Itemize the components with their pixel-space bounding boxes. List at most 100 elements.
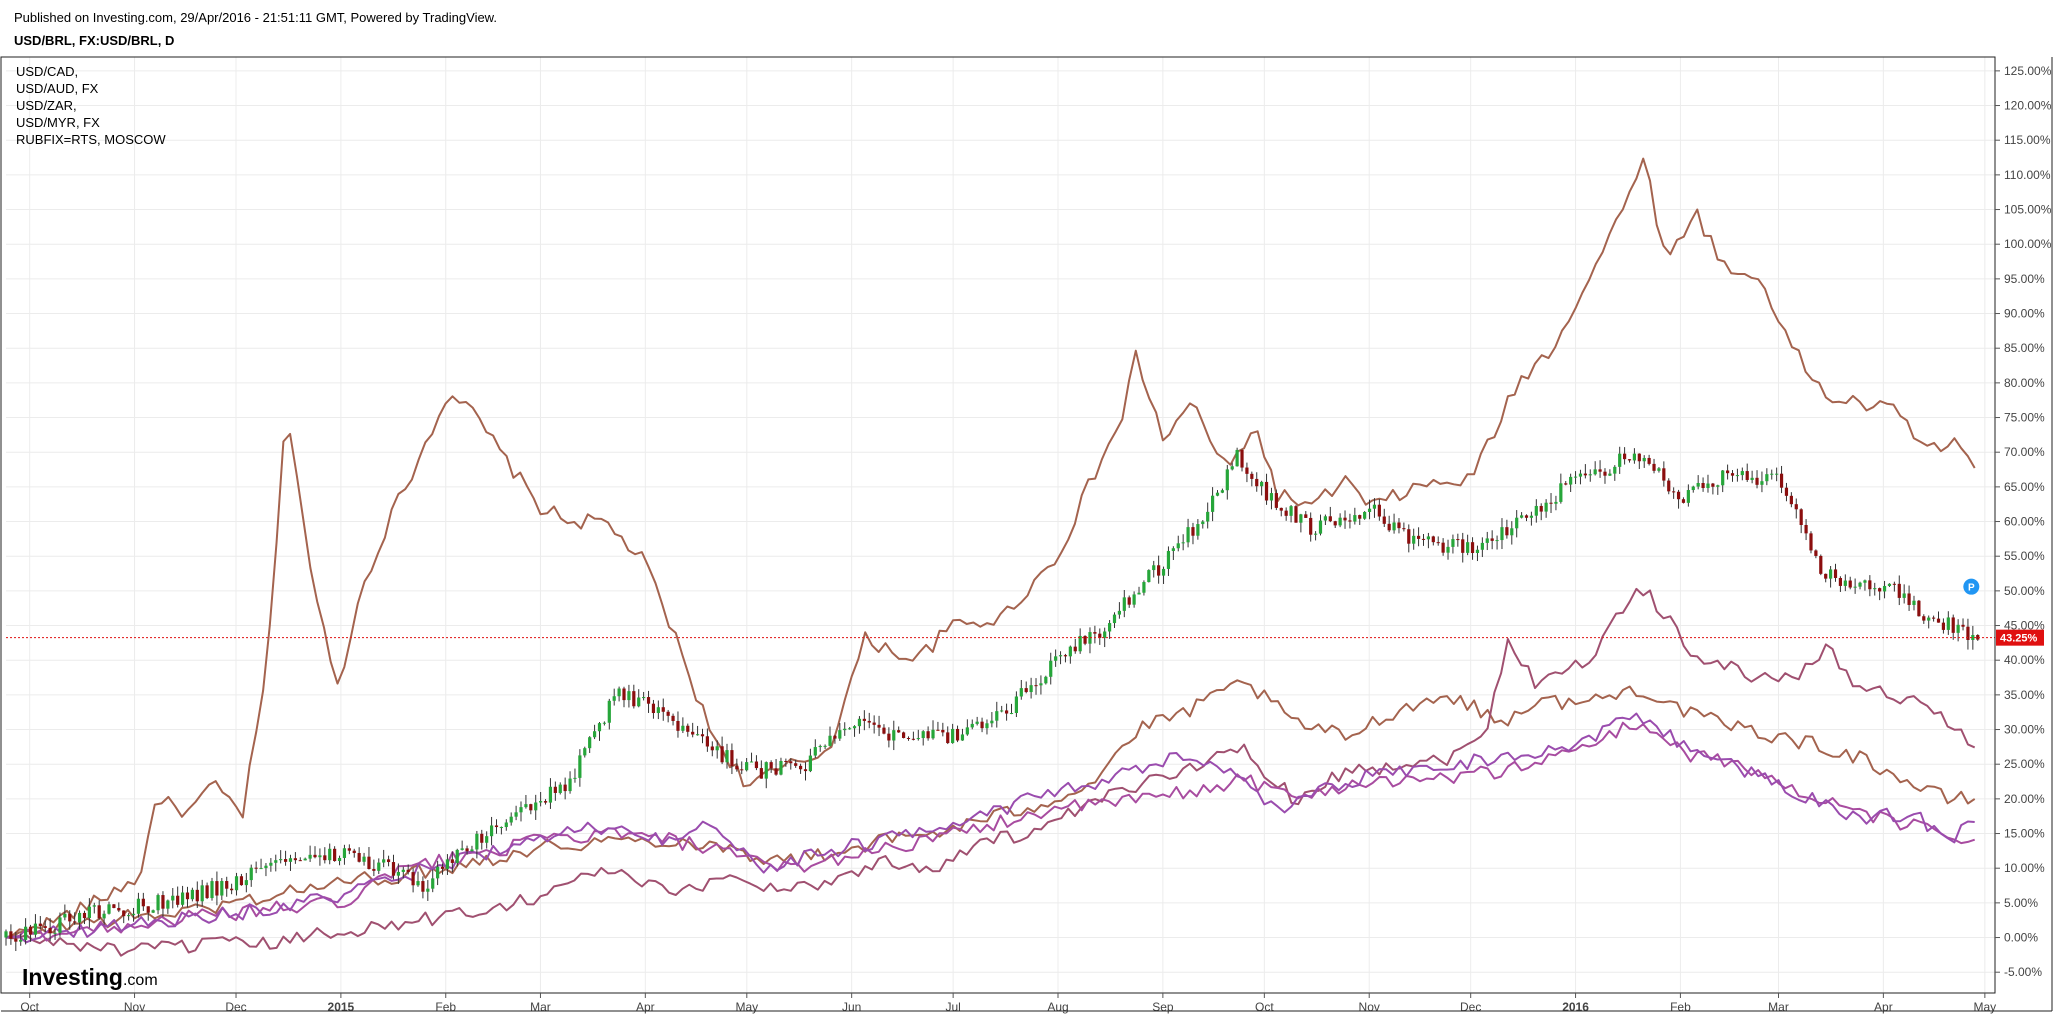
candle-body <box>1431 536 1435 543</box>
y-tick-label: 115.00% <box>2004 133 2051 147</box>
candle-body <box>24 926 28 940</box>
candle-body <box>1210 495 1215 512</box>
candle-body <box>1127 597 1131 605</box>
candle-body <box>632 691 636 707</box>
candle-body <box>1372 504 1377 509</box>
candle-body <box>1456 539 1460 541</box>
candle-body <box>1711 483 1715 487</box>
candle-body <box>887 733 891 741</box>
candle-body <box>259 868 263 870</box>
candle-body <box>337 857 342 862</box>
marker-badge[interactable]: P <box>1963 578 1980 595</box>
x-tick-label: Nov <box>1359 1000 1380 1014</box>
x-tick-label: May <box>1974 1000 1997 1014</box>
candle-body <box>592 731 597 738</box>
candle-body <box>1274 493 1278 508</box>
candle-body <box>1107 623 1112 632</box>
y-tick-label: 110.00% <box>2004 168 2051 182</box>
candle-body <box>1667 480 1671 492</box>
candle-body <box>543 801 548 803</box>
candle-body <box>411 872 415 886</box>
candle-body <box>107 904 111 914</box>
y-tick-label: 90.00% <box>2004 307 2045 321</box>
candle-body <box>965 727 969 735</box>
candle-body <box>651 703 656 714</box>
legend-entry-rubfix: RUBFIX=RTS, MOSCOW <box>16 132 166 147</box>
candle-body <box>1524 515 1529 518</box>
candle-body <box>700 734 705 737</box>
candle-body <box>151 910 155 913</box>
candle-body <box>1358 515 1362 519</box>
candle-body <box>1441 542 1445 553</box>
candle-body <box>288 858 293 862</box>
candle-body <box>1176 543 1180 549</box>
candle-body <box>1363 511 1367 519</box>
candle-body <box>1034 685 1038 687</box>
candle-body <box>1083 635 1087 644</box>
candle-body <box>92 905 96 907</box>
candle-body <box>563 784 567 792</box>
candle-body <box>421 881 425 892</box>
candle-body <box>1622 453 1627 460</box>
candle-body <box>1554 501 1558 504</box>
candle-body <box>1750 477 1754 480</box>
candle-body <box>1515 517 1519 529</box>
last-value-badge: 43.25% <box>1996 629 2044 646</box>
candle-body <box>1495 540 1499 542</box>
candle-body <box>1328 516 1332 522</box>
candle-body <box>220 881 224 896</box>
y-axis[interactable]: -5.00% 0.00% 5.00% 10.00% 15.00% 20.00% 25.00%… <box>1995 64 2052 979</box>
candle-body <box>1470 542 1475 553</box>
marker-circle[interactable] <box>1963 578 1980 595</box>
candle-body <box>548 786 553 803</box>
candle-body <box>1206 511 1210 522</box>
candle-body <box>612 696 616 701</box>
series-line-2 <box>5 679 1976 939</box>
investing-logo: Investing.com <box>22 964 158 990</box>
x-tick-label: Dec <box>1460 1000 1481 1014</box>
candle-body <box>980 721 984 729</box>
candle-body <box>269 862 273 866</box>
candle-body <box>1529 515 1534 518</box>
candle-body <box>205 885 209 899</box>
candle-body <box>342 848 347 858</box>
candle-body <box>995 711 999 721</box>
candle-body <box>53 932 57 934</box>
candle-body <box>583 748 587 756</box>
candle-body <box>1691 486 1695 491</box>
candle-body <box>1260 481 1264 487</box>
candle-body <box>1819 555 1823 574</box>
candle-body <box>1696 482 1700 487</box>
candle-body <box>1730 473 1735 476</box>
candle-body <box>730 750 734 766</box>
candle-body <box>1775 473 1779 475</box>
candle-body <box>1549 502 1553 504</box>
candle-body <box>1897 583 1901 598</box>
candle-body <box>1779 473 1784 488</box>
candle-body <box>1348 520 1352 522</box>
candle-body <box>1377 504 1381 517</box>
y-tick-label: 10.00% <box>2004 861 2045 875</box>
candle-body <box>666 711 670 716</box>
candle-body <box>1583 473 1587 476</box>
candle-body <box>1829 569 1833 579</box>
marker-letter[interactable]: P <box>1968 583 1975 594</box>
candle-body <box>602 722 606 724</box>
candle-body <box>1299 514 1303 523</box>
candle-body <box>1466 542 1470 553</box>
candle-body <box>637 697 641 707</box>
candle-body <box>33 923 38 935</box>
candle-body <box>1000 710 1004 712</box>
candle-body <box>141 898 145 907</box>
candle-body <box>754 761 759 769</box>
x-tick-label: Sep <box>1152 1000 1174 1014</box>
candle-body <box>1318 520 1323 534</box>
last-value-label: 43.25% <box>2000 633 2038 645</box>
candle-body <box>1878 588 1882 592</box>
candle-body <box>911 738 915 740</box>
candle-body <box>131 913 136 916</box>
candle-body <box>1784 487 1789 496</box>
candle-body <box>519 807 523 813</box>
candle-body <box>1093 632 1097 634</box>
